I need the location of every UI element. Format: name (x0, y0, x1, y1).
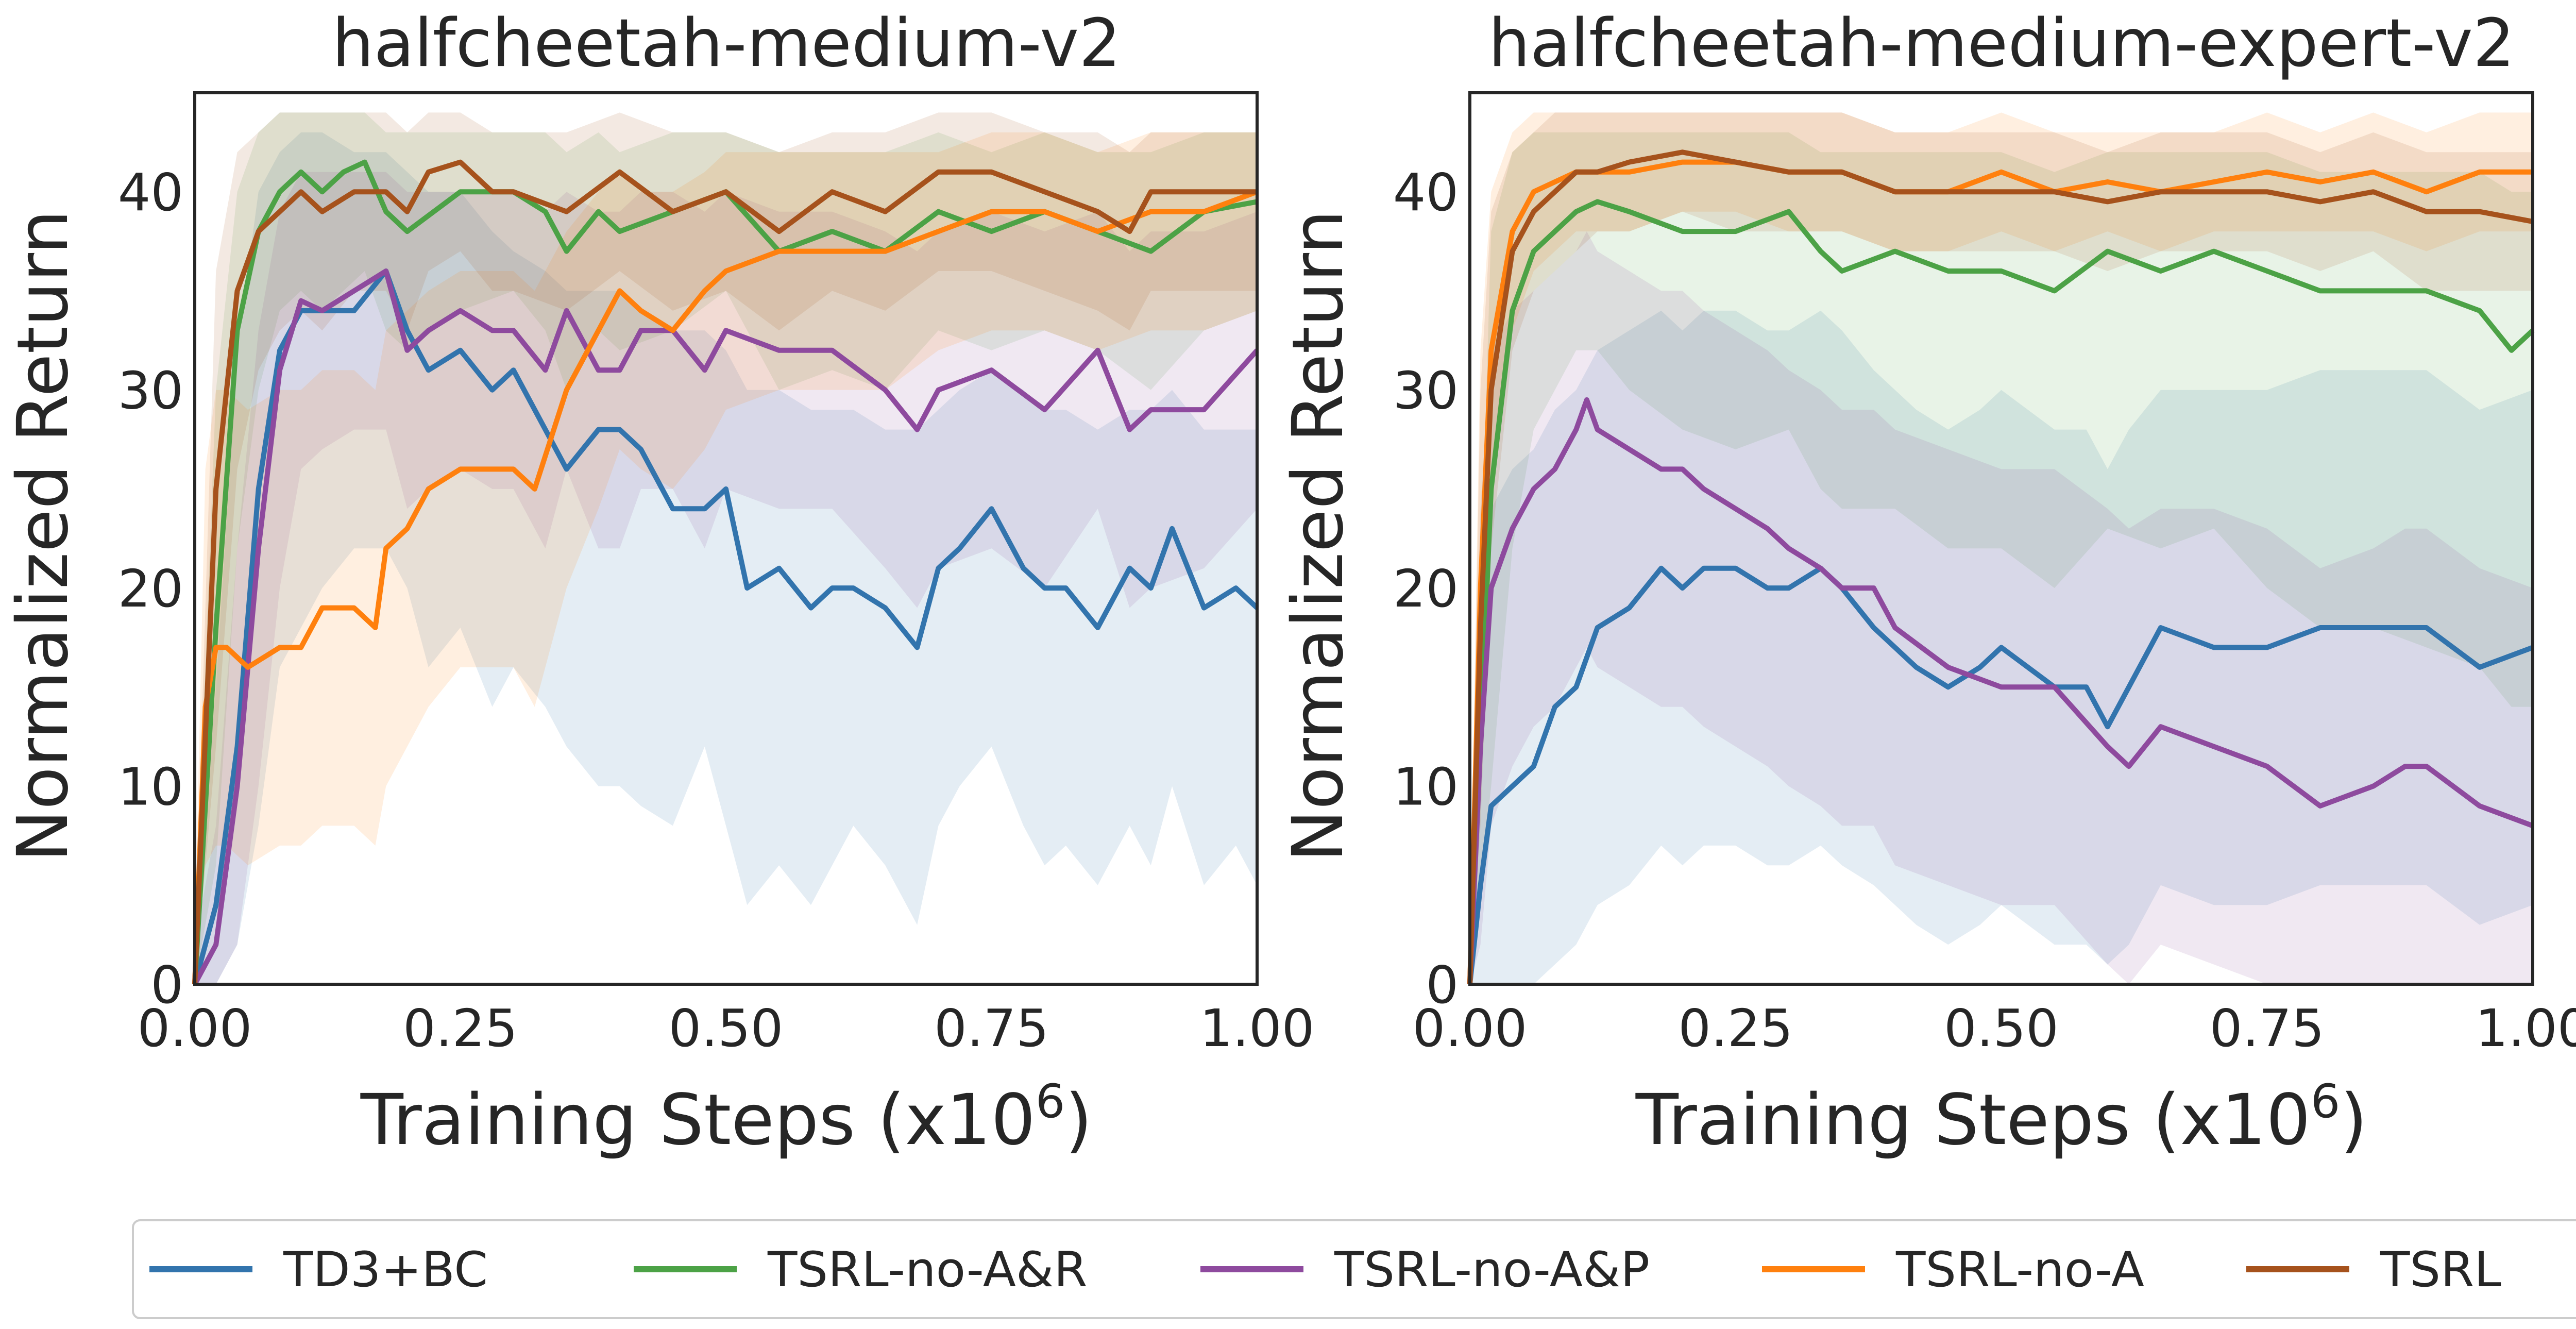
y-tick-label: 40 (1393, 162, 1459, 223)
band-tsrl-no-a-r (195, 112, 1257, 984)
y-tick-label: 30 (1393, 361, 1459, 421)
y-tick-label: 20 (1393, 559, 1459, 619)
line-tsrl-no-a (192, 189, 1258, 985)
x-axis-label: Training Steps (x106) (360, 1074, 1093, 1162)
line-tsrl (192, 159, 1257, 985)
x-axis-label: Training Steps (x106) (1635, 1074, 2368, 1162)
line-td3-bc (1467, 565, 2534, 985)
x-tick-labels: 0.00 0.25 0.50 0.75 1.00 (138, 998, 1315, 1058)
x-tick-label: 0.50 (669, 998, 784, 1058)
confidence-bands (1470, 112, 2533, 985)
y-tick-label: 20 (118, 559, 183, 619)
band-td3-bc (195, 132, 1257, 984)
plot-frame (1468, 91, 2534, 986)
chart-panel-medium: halfcheetah-medium-v2 0.00 0.25 0.50 0.75 1.… (3, 5, 1314, 1161)
legend-label: TSRL (2380, 1242, 2501, 1298)
line-tsrl-no-a-r (192, 159, 1258, 985)
band-tsrl-no-a (195, 132, 1257, 984)
line-tsrl-no-a-p (192, 268, 1259, 986)
chart-title: halfcheetah-medium-v2 (332, 5, 1121, 82)
band-tsrl (195, 112, 1257, 984)
band-tsrl-no-a-p (1470, 231, 2533, 985)
y-tick-label: 10 (1393, 757, 1459, 817)
y-axis-label: Normalized Return (1278, 210, 1359, 862)
x-tick-label: 0.50 (1944, 998, 2059, 1058)
line-tsrl-no-a-r (1467, 199, 2535, 985)
x-tick-labels: 0.00 0.25 0.50 0.75 1.00 (1413, 998, 2576, 1058)
y-tick-label: 0 (150, 955, 183, 1015)
x-tick-label: 0.00 (138, 998, 252, 1058)
band-tsrl-no-a-p (195, 172, 1257, 984)
y-tick-label: 0 (1426, 955, 1459, 1015)
y-tick-labels: 0 10 20 30 40 (1393, 162, 1459, 1015)
band-tsrl (1470, 112, 2533, 984)
y-tick-labels: 0 10 20 30 40 (118, 162, 183, 1015)
plot-frame (193, 91, 1259, 986)
series-lines (1467, 149, 2535, 985)
legend-box (132, 1219, 2576, 1319)
legend-label: TSRL-no-A (1895, 1242, 2144, 1298)
chart-title: halfcheetah-medium-expert-v2 (1488, 5, 2515, 82)
x-tick-label: 0.00 (1413, 998, 1528, 1058)
x-tick-label: 1.00 (2476, 998, 2576, 1058)
confidence-bands (195, 112, 1257, 984)
x-tick-label: 0.75 (2210, 998, 2325, 1058)
x-tick-label: 1.00 (1200, 998, 1315, 1058)
x-tick-label: 0.25 (1678, 998, 1793, 1058)
chart-panel-medium-expert: halfcheetah-medium-expert-v2 0.00 0.25 0.5… (1278, 5, 2576, 1161)
line-tsrl-no-a-p (1467, 397, 2534, 985)
y-axis-label: Normalized Return (3, 210, 84, 862)
y-tick-label: 10 (118, 757, 183, 817)
band-tsrl-no-a-r (1470, 132, 2533, 984)
line-td3-bc (192, 268, 1259, 985)
line-tsrl (1467, 149, 2533, 985)
band-tsrl-no-a (1470, 112, 2533, 984)
x-tick-label: 0.75 (934, 998, 1049, 1058)
legend-label: TSRL-no-A&P (1334, 1242, 1650, 1298)
series-lines (192, 159, 1259, 986)
y-tick-label: 40 (118, 162, 183, 223)
legend-label: TSRL-no-A&R (767, 1242, 1088, 1298)
legend: TD3+BC TSRL-no-A&R TSRL-no-A&P TSRL-no-A TSR… (132, 1219, 2576, 1319)
x-tick-label: 0.25 (403, 998, 518, 1058)
legend-label: TD3+BC (283, 1242, 488, 1298)
y-tick-label: 30 (118, 361, 183, 421)
